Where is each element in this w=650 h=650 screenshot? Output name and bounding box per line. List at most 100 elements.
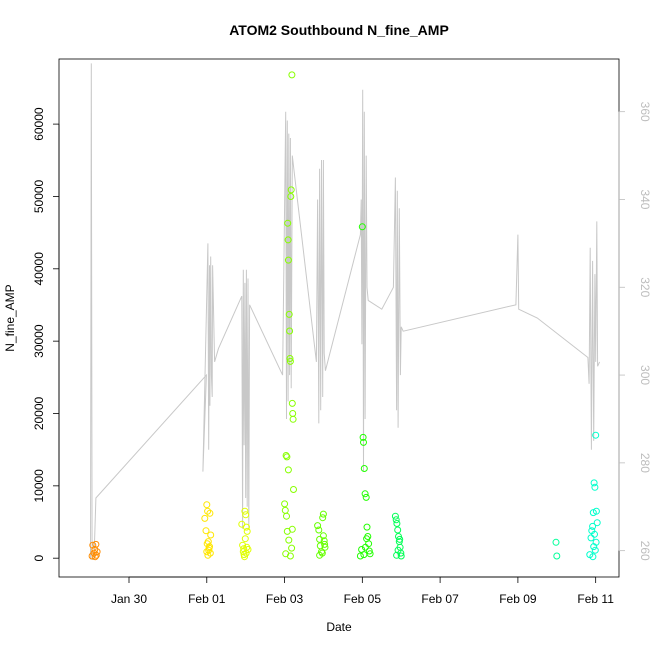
data-point [284,256,292,264]
data-point [553,552,561,560]
y2-tick-label: 280 [638,453,650,473]
data-point [319,532,327,540]
points-layer [88,71,601,561]
x-axis: Jan 30 Feb 01 Feb 03 Feb 05 Feb 07 Feb 09 Feb … [111,576,614,606]
data-point [315,526,323,534]
data-point [203,540,211,548]
x-axis-label: Date [326,620,352,634]
data-point [321,543,329,551]
data-point [321,540,329,548]
data-point [356,552,364,560]
y2-tick-label: 300 [638,365,650,385]
data-point [284,466,292,474]
data-point [286,355,294,362]
data-point [394,546,402,554]
data-point [394,526,402,534]
data-point [242,511,250,519]
data-point [591,546,599,554]
data-point [362,493,370,501]
y-tick-label: 40000 [32,252,46,286]
data-point [201,514,209,522]
y-tick-label: 30000 [32,324,46,358]
data-point [239,541,247,549]
y2-axis: 260 280 300 320 340 360 [618,102,650,561]
data-point [89,541,97,549]
data-point [289,410,297,417]
y-tick-label: 10000 [32,469,46,503]
data-point [203,501,211,509]
y-tick-label: 60000 [32,107,46,141]
data-point [552,538,560,546]
data-point [397,552,405,560]
data-point [318,549,326,557]
chart-title: ATOM2 Southbound N_fine_AMP [229,22,449,38]
data-point [363,535,371,543]
plot-area [58,58,620,578]
data-point [241,507,249,515]
data-point [92,540,100,548]
y2-tick-label: 360 [638,102,650,122]
x-tick-label: Feb 07 [421,592,459,606]
data-point [204,551,212,559]
data-point [206,509,214,517]
data-point [591,530,598,538]
data-point [392,516,400,524]
data-point [592,431,600,439]
data-point [587,534,595,542]
x-tick-label: Feb 05 [344,592,382,606]
y2-tick-label: 260 [638,541,650,561]
data-point [288,544,296,552]
data-point [361,490,369,498]
data-point [592,507,600,515]
data-point [286,327,294,335]
line-layer [90,63,601,560]
data-point [92,551,100,559]
y-tick-label: 20000 [32,396,46,430]
data-point [202,527,210,535]
data-point [359,433,367,441]
data-point [287,193,295,200]
data-point [589,553,597,561]
data-point [93,548,101,556]
data-point [286,357,294,365]
x-tick-label: Feb 09 [499,592,537,606]
data-point [242,523,250,531]
data-point [282,452,290,459]
data-point [365,547,373,555]
data-point [289,415,297,423]
data-point [281,506,289,514]
x-tick-label: Jan 30 [111,592,147,606]
data-point [396,535,404,543]
data-point [283,512,290,520]
y2-tick-label: 340 [638,189,650,209]
y-axis: 0 10000 20000 30000 40000 50000 60000 [32,107,60,562]
data-point [358,223,366,231]
y-tick-label: 50000 [32,179,46,213]
data-point [243,527,251,535]
data-point [391,512,399,520]
y2-tick-label: 320 [638,277,650,297]
data-point [284,236,292,244]
data-point [205,546,213,554]
data-point [361,543,369,551]
data-point [590,479,598,487]
data-point [589,522,597,530]
data-point [281,500,289,508]
x-tick-label: Feb 11 [577,592,614,606]
data-point [287,186,295,194]
data-point [591,483,599,491]
data-point [204,507,212,515]
x-tick-label: Feb 01 [188,592,226,606]
y-tick-label: 0 [32,555,46,562]
data-point [319,510,327,518]
data-point [285,536,293,544]
data-point [360,551,368,559]
data-point [243,543,251,551]
data-point [284,219,292,227]
data-point [360,438,367,446]
data-point [207,531,215,539]
y-axis-label: N_fine_AMP [3,284,17,351]
data-point [593,519,601,527]
data-point [363,523,371,531]
